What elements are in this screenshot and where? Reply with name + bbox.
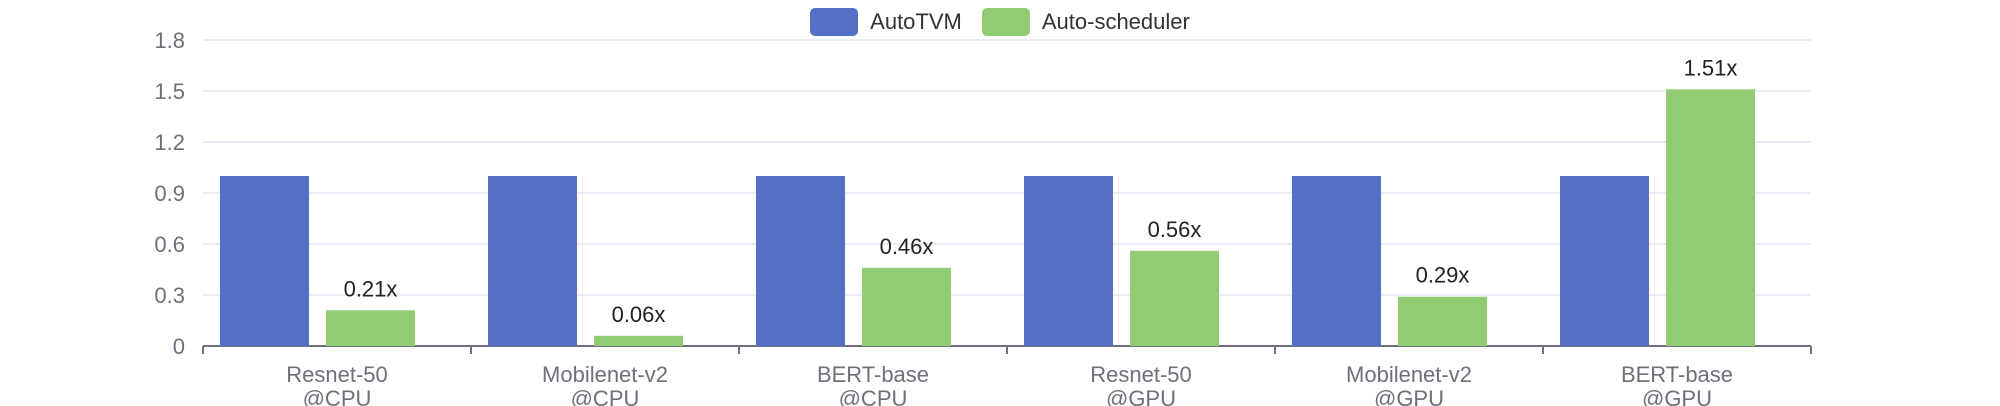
bar-auto-scheduler <box>862 267 951 346</box>
y-tick-label: 1.5 <box>154 79 185 104</box>
bar-autotvm <box>756 176 845 346</box>
bar-auto-scheduler <box>1398 296 1487 346</box>
chart-legend: AutoTVM Auto-scheduler <box>0 8 2000 36</box>
bar-autotvm <box>1292 176 1381 346</box>
legend-swatch-auto-scheduler <box>981 8 1030 36</box>
bar-auto-scheduler <box>1666 89 1755 347</box>
bar-autotvm <box>1024 176 1113 346</box>
bar-autotvm <box>1560 176 1649 346</box>
legend-swatch-autotvm <box>810 8 859 36</box>
x-tick-label: @GPU <box>1374 386 1444 406</box>
y-tick-label: 0.3 <box>154 283 185 308</box>
bar-autotvm <box>488 176 577 346</box>
data-label: 0.06x <box>612 302 666 327</box>
x-tick-label: Mobilenet-v2 <box>542 362 668 387</box>
x-tick-label: @CPU <box>571 386 640 406</box>
x-tick-label: @CPU <box>303 386 372 406</box>
bar-auto-scheduler <box>1130 250 1219 346</box>
y-tick-label: 1.2 <box>154 130 185 155</box>
x-tick-label: Resnet-50 <box>286 362 388 387</box>
x-tick-label: @GPU <box>1106 386 1176 406</box>
data-label: 0.29x <box>1416 263 1470 288</box>
data-label: 0.46x <box>880 234 934 259</box>
x-tick-label: Resnet-50 <box>1090 362 1192 387</box>
legend-item-auto-scheduler[interactable]: Auto-scheduler <box>981 8 1190 36</box>
data-label: 0.21x <box>344 276 398 301</box>
x-tick-label: BERT-base <box>817 362 929 387</box>
legend-item-autotvm[interactable]: AutoTVM <box>810 8 962 36</box>
bar-autotvm <box>220 176 309 346</box>
y-tick-label: 0 <box>173 334 185 359</box>
y-tick-label: 1.8 <box>154 28 185 53</box>
x-tick-label: BERT-base <box>1621 362 1733 387</box>
bar-auto-scheduler <box>326 310 415 346</box>
y-tick-label: 0.6 <box>154 232 185 257</box>
x-tick-label: Mobilenet-v2 <box>1346 362 1472 387</box>
bar-auto-scheduler <box>594 335 683 346</box>
data-label: 0.56x <box>1148 217 1202 242</box>
x-tick-label: @CPU <box>839 386 908 406</box>
y-tick-label: 0.9 <box>154 181 185 206</box>
legend-label-auto-scheduler: Auto-scheduler <box>1041 9 1190 34</box>
legend-label-autotvm: AutoTVM <box>870 9 962 34</box>
data-label: 1.51x <box>1684 55 1738 80</box>
x-tick-label: @GPU <box>1642 386 1712 406</box>
